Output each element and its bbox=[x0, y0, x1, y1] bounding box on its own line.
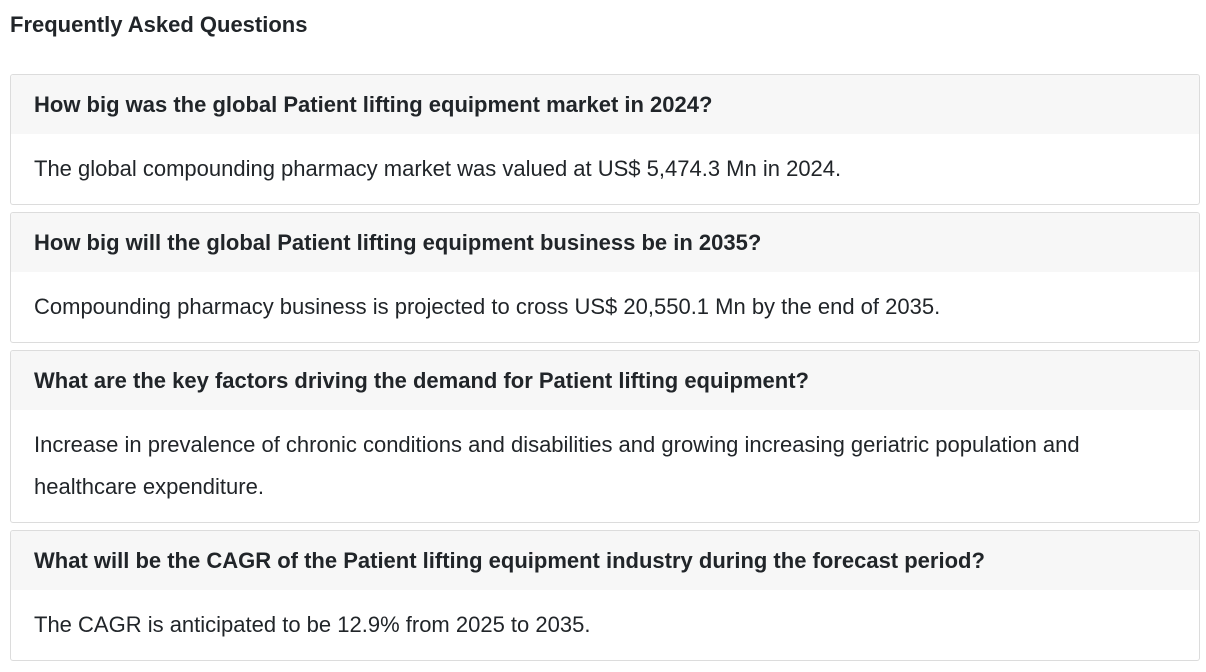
faq-question[interactable]: How big will the global Patient lifting … bbox=[11, 213, 1199, 272]
faq-question[interactable]: What will be the CAGR of the Patient lif… bbox=[11, 531, 1199, 590]
faq-item: How big was the global Patient lifting e… bbox=[10, 74, 1200, 205]
page-title: Frequently Asked Questions bbox=[10, 12, 308, 37]
faq-item: What will be the CAGR of the Patient lif… bbox=[10, 530, 1200, 661]
faq-item: What are the key factors driving the dem… bbox=[10, 350, 1200, 523]
faq-question[interactable]: What are the key factors driving the dem… bbox=[11, 351, 1199, 410]
faq-list: How big was the global Patient lifting e… bbox=[10, 74, 1200, 661]
faq-answer: The CAGR is anticipated to be 12.9% from… bbox=[34, 612, 591, 637]
faq-question[interactable]: How big was the global Patient lifting e… bbox=[11, 75, 1199, 134]
faq-answer: Compounding pharmacy business is project… bbox=[34, 294, 941, 319]
faq-answer: The global compounding pharmacy market w… bbox=[34, 156, 842, 181]
faq-item: How big will the global Patient lifting … bbox=[10, 212, 1200, 343]
faq-answer: Increase in prevalence of chronic condit… bbox=[34, 432, 1080, 499]
